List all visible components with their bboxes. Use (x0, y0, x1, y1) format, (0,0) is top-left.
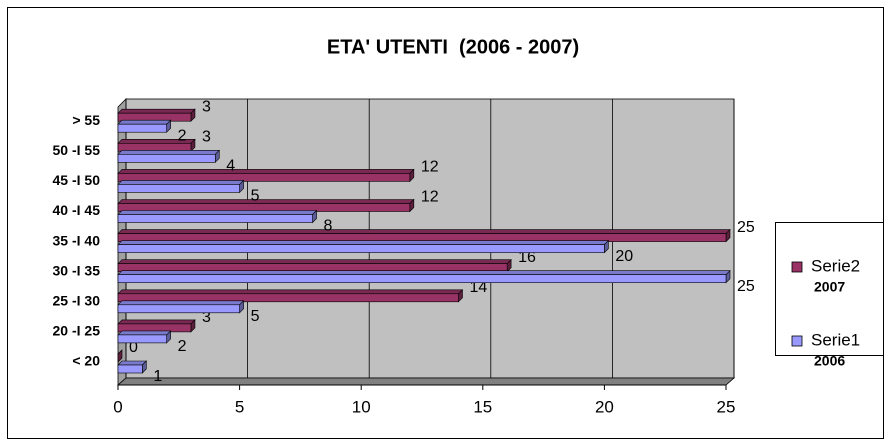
data-label: 14 (469, 279, 487, 296)
bar (117, 184, 240, 193)
bar-top (117, 150, 221, 155)
bar (117, 334, 167, 344)
chart-title: ETA' UTENTI (2006 - 2007) (327, 36, 579, 58)
data-label: 3 (202, 309, 211, 326)
data-label: 8 (324, 218, 333, 235)
y-tick-label: 35 -I 40 (53, 232, 101, 248)
data-label: 3 (202, 129, 211, 146)
bar-top (117, 270, 731, 276)
data-label: 2 (178, 127, 187, 144)
bar-top (117, 210, 318, 215)
bar (117, 214, 313, 223)
floor (116, 377, 736, 386)
bar-top (117, 289, 464, 295)
bar-top (117, 300, 245, 306)
bar-side (117, 349, 123, 363)
data-label: 25 (737, 278, 755, 295)
legend-label: Serie2 (811, 256, 860, 275)
bar (117, 304, 240, 314)
bar-top (117, 259, 512, 265)
data-label: 5 (251, 308, 260, 325)
data-label: 4 (226, 158, 235, 175)
y-tick-label: < 20 (72, 353, 100, 369)
bar-top (117, 199, 415, 204)
data-label: 20 (615, 248, 633, 265)
legend-label: Serie1 (811, 330, 860, 349)
bar-top (117, 169, 415, 174)
x-tick-label: 5 (235, 397, 244, 416)
data-label: 12 (421, 159, 439, 176)
data-label: 1 (153, 368, 162, 385)
x-tick-label: 25 (717, 397, 736, 416)
legend-swatch (791, 261, 803, 273)
y-tick-label: 40 -I 45 (53, 202, 101, 218)
x-tick-label: 20 (595, 397, 614, 416)
data-label: 12 (421, 189, 439, 206)
data-label: 0 (129, 339, 138, 356)
bar-top (117, 180, 245, 185)
data-label: 16 (518, 249, 536, 266)
data-label: 2 (178, 338, 187, 355)
bar (117, 364, 143, 374)
bar-top (117, 330, 172, 336)
data-label: 3 (202, 98, 211, 115)
legend-year: 2006 (814, 353, 845, 369)
bar-top (117, 360, 148, 366)
legend (775, 222, 884, 356)
bar-top (117, 119, 172, 125)
bar (117, 173, 411, 182)
x-tick-label: 10 (352, 397, 371, 416)
bar (117, 154, 216, 163)
x-tick-label: 15 (473, 397, 492, 416)
x-tick-label: 0 (113, 397, 122, 416)
bar (117, 244, 605, 253)
y-tick-label: > 55 (72, 112, 100, 128)
y-tick-label: 30 -I 35 (53, 262, 101, 278)
legend-swatch (791, 335, 803, 347)
bar-top (117, 108, 196, 114)
data-label: 5 (251, 188, 260, 205)
legend-year: 2007 (814, 279, 845, 295)
bar-top (117, 319, 196, 325)
bar-top (117, 240, 610, 245)
bar-top (117, 229, 731, 234)
bar (117, 274, 727, 284)
y-tick-label: 45 -I 50 (53, 172, 101, 188)
bar (117, 123, 167, 133)
y-tick-label: 20 -I 25 (53, 323, 101, 339)
bar (117, 293, 459, 303)
data-label: 25 (737, 219, 755, 236)
y-tick-label: 25 -I 30 (53, 293, 101, 309)
y-tick-label: 50 -I 55 (53, 142, 101, 158)
